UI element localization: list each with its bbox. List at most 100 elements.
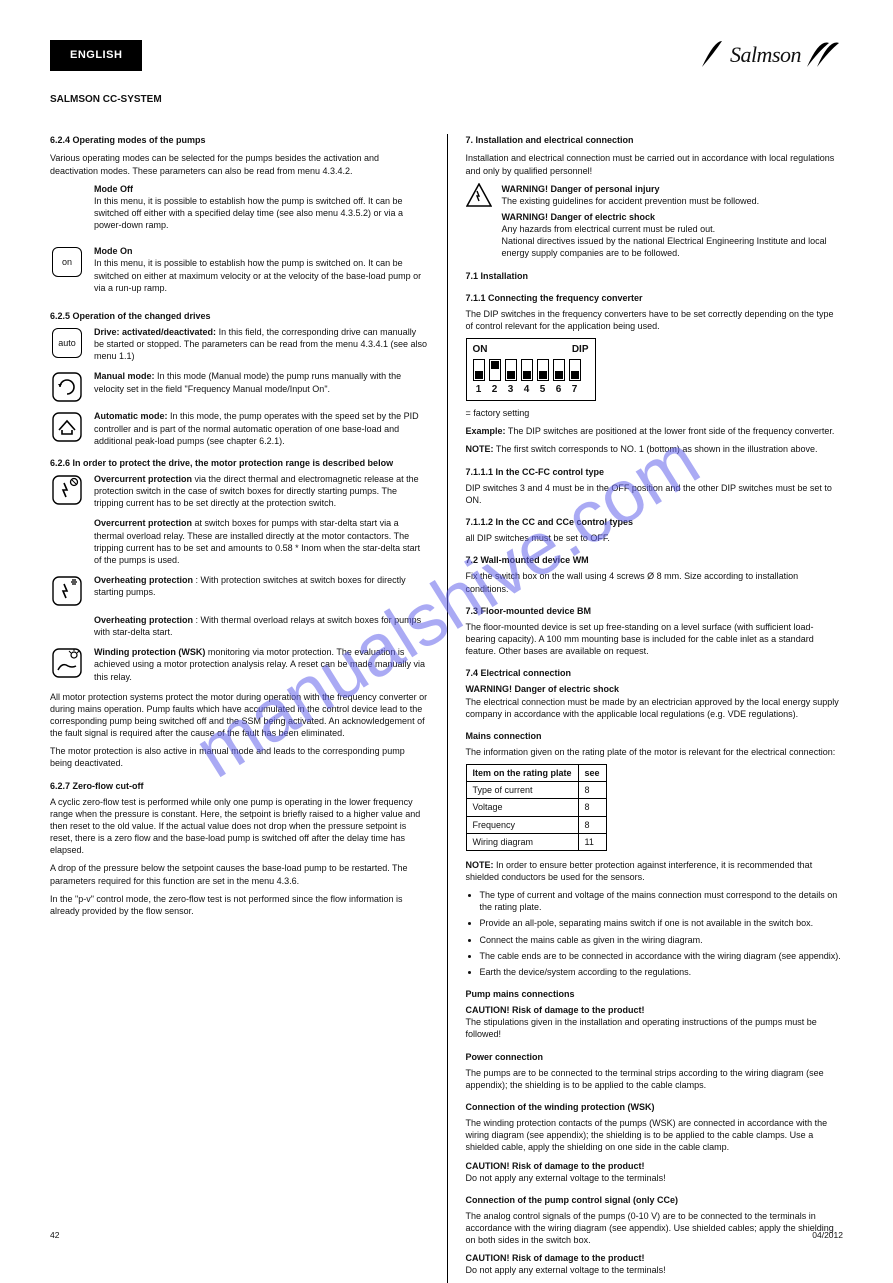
sec711-text: The DIP switches in the frequency conver… [466, 308, 844, 332]
tbl-r1c0: Voltage [466, 799, 578, 816]
bullet-4: Earth the device/system according to the… [480, 966, 844, 978]
sec7111-text: DIP switches 3 and 4 must be in the OFF … [466, 482, 844, 506]
dip-7 [569, 359, 581, 381]
oc1-label: Overcurrent protection [94, 474, 192, 484]
right-column: 7. Installation and electrical connectio… [447, 134, 844, 1282]
wsk-row: Winding protection (WSK) monitoring via … [50, 646, 429, 682]
rating-table: Item on the rating platesee Type of curr… [466, 764, 607, 851]
wsk-label: Winding protection (WSK) [94, 647, 205, 657]
prot2-cau-text: Do not apply any external voltage to the… [466, 1265, 666, 1275]
dip-2 [489, 359, 501, 381]
columns: 6.2.4 Operating modes of the pumps Vario… [50, 134, 843, 1282]
sec7112-text: all DIP switches must be set to OFF. [466, 532, 844, 544]
bullet-2: Connect the mains cable as given in the … [480, 934, 844, 946]
sec-627-title: 6.2.7 Zero-flow cut-off [50, 780, 429, 792]
dip-note: = factory setting [466, 407, 844, 419]
oc2-label: Overcurrent protection [94, 518, 192, 528]
protect-para: All motor protection systems protect the… [50, 691, 429, 740]
cycle-icon [52, 372, 82, 402]
overcurrent-relay-icon [52, 576, 82, 606]
protect-para2: The motor protection is also active in m… [50, 745, 429, 769]
tbl-h1: Item on the rating plate [466, 765, 578, 782]
dip-lbl-1: 1 [473, 383, 485, 397]
lang-box: ENGLISH [50, 40, 142, 71]
example-head: Example: [466, 426, 506, 436]
warn-shock-text2: National directives issued by the nation… [502, 236, 827, 258]
dip-switch-figure: ON DIP 1 2 3 4 5 [466, 338, 596, 401]
oh1-row: Overheating protection : With protection… [50, 574, 429, 606]
tbl-r0c1: 8 [578, 782, 606, 799]
pump-head: Pump mains connections [466, 988, 844, 1000]
warn-injury-text: The existing guidelines for accident pre… [502, 196, 760, 206]
dip-1 [473, 359, 485, 381]
brand-logo: Salmson [700, 40, 843, 70]
house-icon [52, 412, 82, 442]
prot-head: Connection of the winding protection (WS… [466, 1101, 844, 1113]
product-title: SALMSON CC-SYSTEM [50, 93, 843, 107]
tbl-r2c1: 8 [578, 816, 606, 833]
mains-bullets: The type of current and voltage of the m… [466, 889, 844, 978]
dip-on-label: ON [473, 343, 488, 357]
dip-switches [473, 359, 589, 381]
example-text: The DIP switches are positioned at the l… [508, 426, 835, 436]
overcurrent-switch-icon [52, 475, 82, 505]
power-head: Power connection [466, 1051, 844, 1063]
tbl-r3c0: Wiring diagram [466, 833, 578, 850]
sec71-title: 7.1 Installation [466, 270, 844, 282]
prot-cau: CAUTION! Risk of damage to the product! [466, 1161, 645, 1171]
dip-lbl-2: 2 [489, 383, 501, 397]
sec711-title: 7.1.1 Connecting the frequency converter [466, 292, 844, 304]
zero-text: A cyclic zero-flow test is performed whi… [50, 796, 429, 857]
mains-head: Mains connection [466, 730, 844, 742]
note2-head: NOTE: [466, 860, 494, 870]
bullet-0: The type of current and voltage of the m… [480, 889, 844, 913]
prot-cau-text: Do not apply any external voltage to the… [466, 1173, 666, 1183]
sec7112-title: 7.1.1.2 In the CC and CCe control types [466, 516, 844, 528]
sec72-text: Fix the switch box on the wall using 4 s… [466, 570, 844, 594]
prot-text: The winding protection contacts of the p… [466, 1117, 844, 1153]
warn-shock-text: Any hazards from electrical current must… [502, 224, 716, 234]
sec72-title: 7.2 Wall-mounted device WM [466, 554, 844, 566]
oc1-row: Overcurrent protection via the direct th… [50, 473, 429, 509]
auto-mode-label: Automatic mode: [94, 411, 168, 421]
auto-icon: auto [52, 328, 82, 358]
mode-on-row: on Mode On In this menu, it is possible … [50, 245, 429, 300]
warn-injury-head: WARNING! Danger of personal injury [502, 183, 844, 195]
warn-shock-head: WARNING! Danger of electric shock [502, 211, 844, 223]
power-text: The pumps are to be connected to the ter… [466, 1067, 844, 1091]
sec-624-title: 6.2.4 Operating modes of the pumps [50, 134, 429, 146]
dip-6 [553, 359, 565, 381]
mains-text: The information given on the rating plat… [466, 746, 844, 758]
on-icon: on [52, 247, 82, 277]
pump-ctrl-text: The analog control signals of the pumps … [466, 1210, 844, 1246]
dip-4 [521, 359, 533, 381]
page-number: 42 [50, 1230, 59, 1241]
dip-dip-label: DIP [572, 343, 589, 357]
dip-lbl-4: 4 [521, 383, 533, 397]
sec-624-intro: Various operating modes can be selected … [50, 152, 429, 176]
oh1-label: Overheating protection [94, 575, 193, 585]
mode-off-label: Mode Off [94, 184, 133, 194]
pump-ctrl-head: Connection of the pump control signal (o… [466, 1194, 844, 1206]
zero-text3: In the "p-v" control mode, the zero-flow… [50, 893, 429, 917]
pump-text: The stipulations given in the installati… [466, 1017, 817, 1039]
mode-off-text: In this menu, it is possible to establis… [94, 195, 429, 231]
sec-626-title: 6.2.6 In order to protect the drive, the… [50, 457, 429, 469]
note-head: NOTE: [466, 444, 494, 454]
tbl-r2c0: Frequency [466, 816, 578, 833]
manual-label: Manual mode: [94, 371, 155, 381]
sec73-text: The floor-mounted device is set up free-… [466, 621, 844, 657]
oh2-row: Overheating protection : With thermal ov… [50, 614, 429, 638]
brand-text: Salmson [730, 40, 801, 70]
note2-text: In order to ensure better protection aga… [466, 860, 813, 882]
auto-mode-row: Automatic mode: In this mode, the pump o… [50, 410, 429, 446]
warn3-head: WARNING! Danger of electric shock [466, 684, 620, 694]
sec7-text: Installation and electrical connection m… [466, 152, 844, 176]
dip-lbl-7: 7 [569, 383, 581, 397]
tbl-r0c0: Type of current [466, 782, 578, 799]
prot2-cau: CAUTION! Risk of damage to the product! [466, 1253, 645, 1263]
oh2-label: Overheating protection [94, 615, 193, 625]
tbl-r3c1: 11 [578, 833, 606, 850]
dip-lbl-3: 3 [505, 383, 517, 397]
header: ENGLISH Salmson [50, 40, 843, 71]
